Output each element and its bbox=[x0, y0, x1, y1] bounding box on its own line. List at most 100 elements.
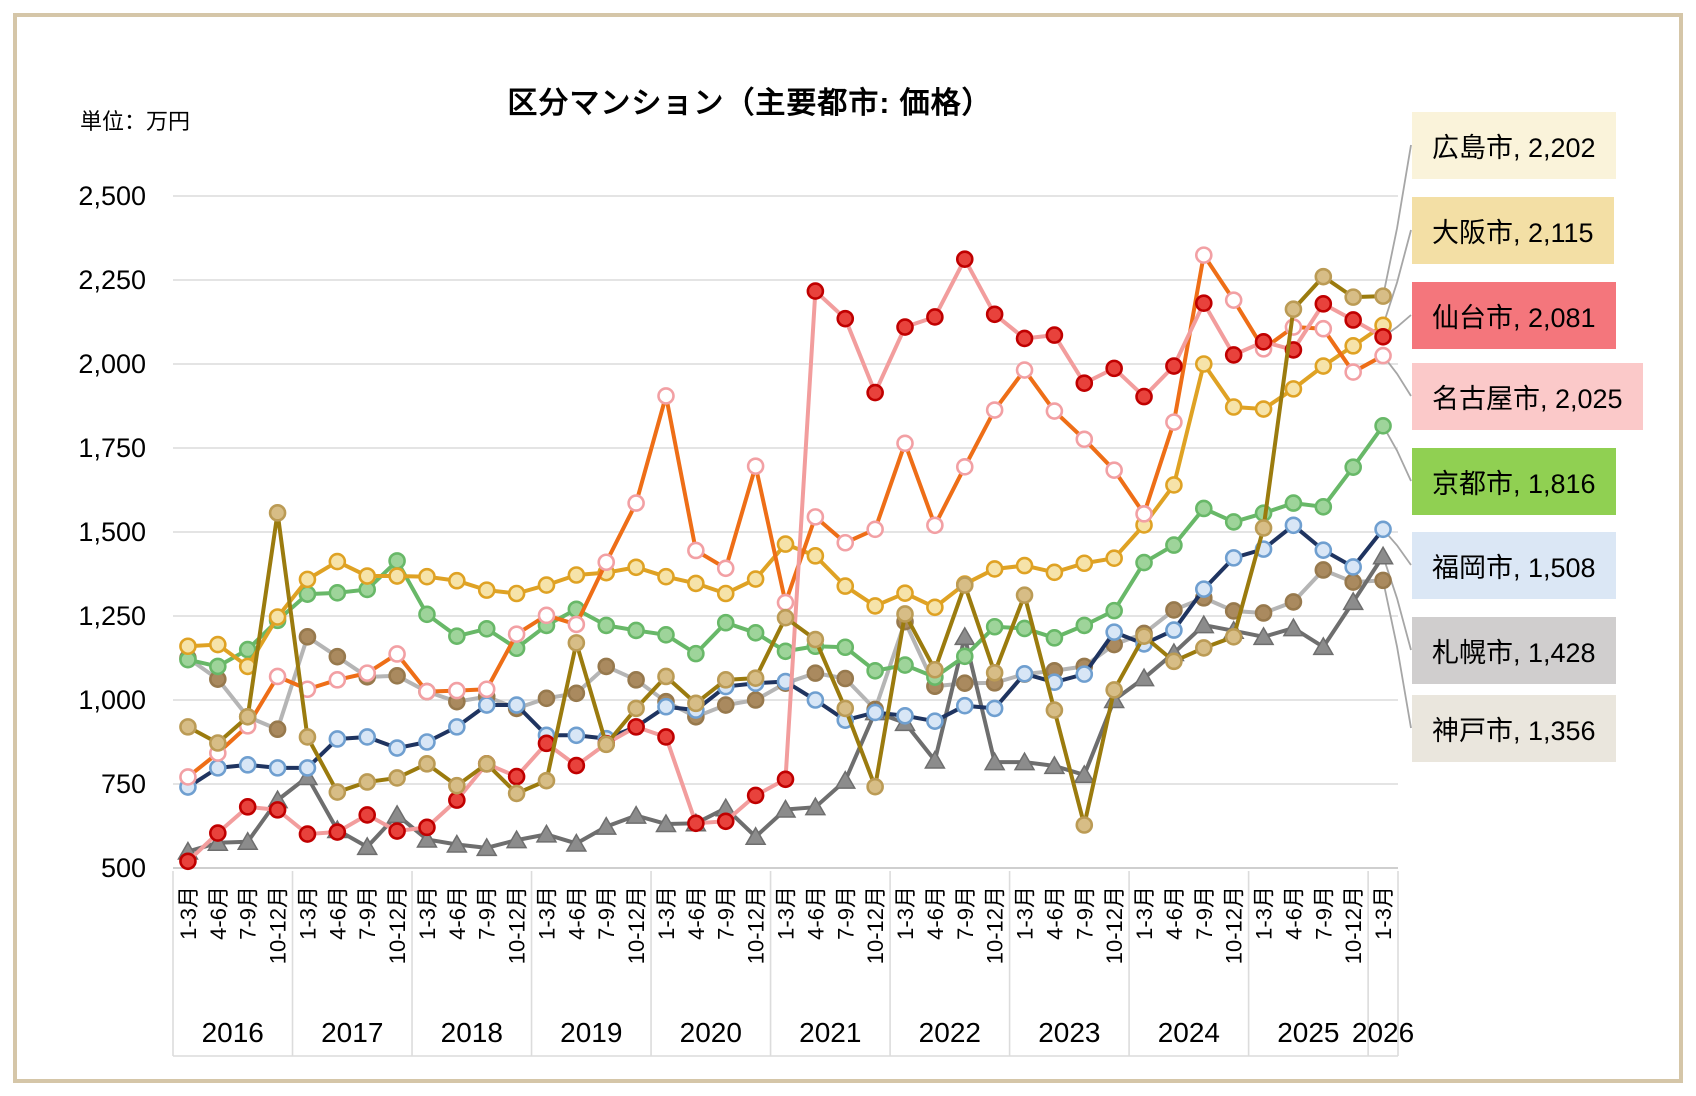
marker-fukuoka bbox=[567, 726, 586, 745]
marker-kyoto bbox=[836, 638, 855, 657]
x-axis-quarter-label: 7-9月 bbox=[475, 886, 500, 940]
marker-kyoto bbox=[1224, 513, 1243, 531]
marker-kyoto bbox=[1075, 616, 1094, 635]
marker-sapporo bbox=[804, 796, 827, 816]
y-axis-tick-label: 1,750 bbox=[78, 433, 146, 463]
x-axis-quarter-label: 1-3月 bbox=[654, 886, 679, 940]
marker-sendai bbox=[1224, 346, 1243, 364]
x-axis-quarter-label: 1-3月 bbox=[1371, 886, 1396, 940]
marker-fukuoka bbox=[955, 696, 974, 715]
marker-sapporo bbox=[565, 832, 588, 852]
marker-hiroshima bbox=[955, 576, 974, 594]
marker-sendai bbox=[1105, 359, 1123, 378]
marker-fukuoka bbox=[1194, 580, 1213, 598]
x-axis-quarter-label: 1-3月 bbox=[1132, 886, 1157, 940]
marker-sapporo bbox=[1133, 667, 1155, 687]
marker-osaka bbox=[806, 547, 825, 565]
marker-kyoto bbox=[866, 661, 884, 680]
marker-kobe bbox=[268, 720, 287, 739]
marker-fukuoka bbox=[1165, 621, 1183, 639]
marker-hiroshima bbox=[238, 707, 257, 726]
x-axis-quarter-label: 7-9月 bbox=[1192, 886, 1217, 940]
marker-sendai bbox=[866, 383, 884, 402]
marker-sendai bbox=[507, 767, 526, 786]
legend-label-kobe: 神戸市, 1,356 bbox=[1432, 716, 1596, 746]
marker-hiroshima bbox=[388, 769, 406, 787]
marker-fukuoka bbox=[985, 699, 1004, 718]
marker-nagoya bbox=[657, 387, 675, 405]
x-axis-quarter-label: 10-12月 bbox=[1102, 886, 1127, 964]
marker-nagoya bbox=[627, 494, 645, 512]
marker-kyoto bbox=[1284, 494, 1303, 512]
marker-sendai bbox=[1194, 294, 1213, 312]
marker-kyoto bbox=[627, 621, 645, 640]
marker-hiroshima bbox=[1254, 519, 1273, 537]
legend-item-nagoya: 名古屋市, 2,025 bbox=[1412, 363, 1643, 430]
marker-hiroshima bbox=[806, 630, 825, 649]
marker-sapporo bbox=[1342, 591, 1364, 611]
legend-label-sendai: 仙台市, 2,081 bbox=[1432, 303, 1596, 333]
marker-nagoya bbox=[268, 667, 287, 686]
y-axis-tick-label: 750 bbox=[101, 769, 146, 799]
x-axis-quarter-label: 10-12月 bbox=[863, 886, 888, 964]
marker-kyoto bbox=[776, 642, 795, 661]
marker-hiroshima bbox=[1015, 586, 1034, 604]
x-axis-quarter-label: 7-9月 bbox=[355, 886, 380, 940]
unit-label: 単位：万円 bbox=[80, 109, 191, 134]
marker-nagoya bbox=[955, 458, 974, 476]
marker-nagoya bbox=[1015, 361, 1034, 379]
x-axis-year-label: 2026 bbox=[1352, 1017, 1414, 1048]
marker-osaka bbox=[1045, 563, 1064, 582]
marker-nagoya bbox=[1344, 363, 1362, 381]
marker-osaka bbox=[1224, 398, 1243, 416]
marker-kyoto bbox=[657, 626, 675, 644]
legend-label-kyoto: 京都市, 1,816 bbox=[1432, 469, 1596, 499]
marker-nagoya bbox=[1075, 430, 1094, 449]
marker-nagoya bbox=[1135, 505, 1153, 523]
marker-sendai bbox=[358, 806, 377, 824]
x-axis-year-label: 2020 bbox=[680, 1017, 742, 1048]
marker-fukuoka bbox=[1284, 516, 1303, 535]
x-axis-quarter-label: 1-3月 bbox=[415, 886, 440, 940]
marker-osaka bbox=[448, 571, 466, 590]
x-axis-quarter-label: 10-12月 bbox=[624, 886, 649, 964]
marker-fukuoka bbox=[1344, 558, 1362, 576]
marker-sendai bbox=[238, 798, 257, 816]
marker-hiroshima bbox=[1075, 816, 1094, 834]
marker-hiroshima bbox=[209, 734, 227, 752]
marker-fukuoka bbox=[657, 697, 675, 716]
x-axis-quarter-label: 1-3月 bbox=[176, 886, 201, 940]
marker-osaka bbox=[866, 597, 884, 615]
marker-nagoya bbox=[716, 559, 735, 578]
marker-sendai bbox=[776, 770, 795, 789]
x-axis-quarter-label: 1-3月 bbox=[774, 886, 799, 940]
x-axis-quarter-label: 4-6月 bbox=[564, 886, 589, 940]
marker-fukuoka bbox=[477, 696, 496, 714]
marker-hiroshima bbox=[687, 694, 705, 713]
marker-osaka bbox=[1344, 337, 1362, 355]
x-axis-year-label: 2018 bbox=[441, 1017, 503, 1048]
marker-kobe bbox=[806, 664, 825, 682]
marker-hiroshima bbox=[1105, 681, 1123, 699]
marker-nagoya bbox=[448, 681, 466, 700]
x-axis-quarter-label: 10-12月 bbox=[983, 886, 1008, 964]
marker-sapporo bbox=[1073, 764, 1096, 784]
legend-label-fukuoka: 福岡市, 1,508 bbox=[1432, 553, 1596, 583]
marker-nagoya bbox=[1194, 246, 1213, 264]
marker-sendai bbox=[627, 718, 645, 736]
marker-osaka bbox=[926, 598, 944, 617]
marker-nagoya bbox=[507, 625, 526, 643]
x-axis-quarter-label: 10-12月 bbox=[505, 886, 530, 964]
marker-nagoya bbox=[358, 664, 377, 682]
marker-sendai bbox=[567, 756, 586, 775]
marker-osaka bbox=[388, 567, 406, 585]
marker-nagoya bbox=[1045, 402, 1064, 420]
marker-kyoto bbox=[746, 623, 765, 642]
x-axis-quarter-label: 1-3月 bbox=[295, 886, 320, 940]
marker-sapporo bbox=[1252, 626, 1275, 646]
x-axis-quarter-label: 4-6月 bbox=[206, 886, 231, 940]
marker-sendai bbox=[926, 308, 944, 326]
legend-label-nagoya: 名古屋市, 2,025 bbox=[1432, 384, 1623, 414]
x-axis-quarter-label: 10-12月 bbox=[744, 886, 769, 964]
